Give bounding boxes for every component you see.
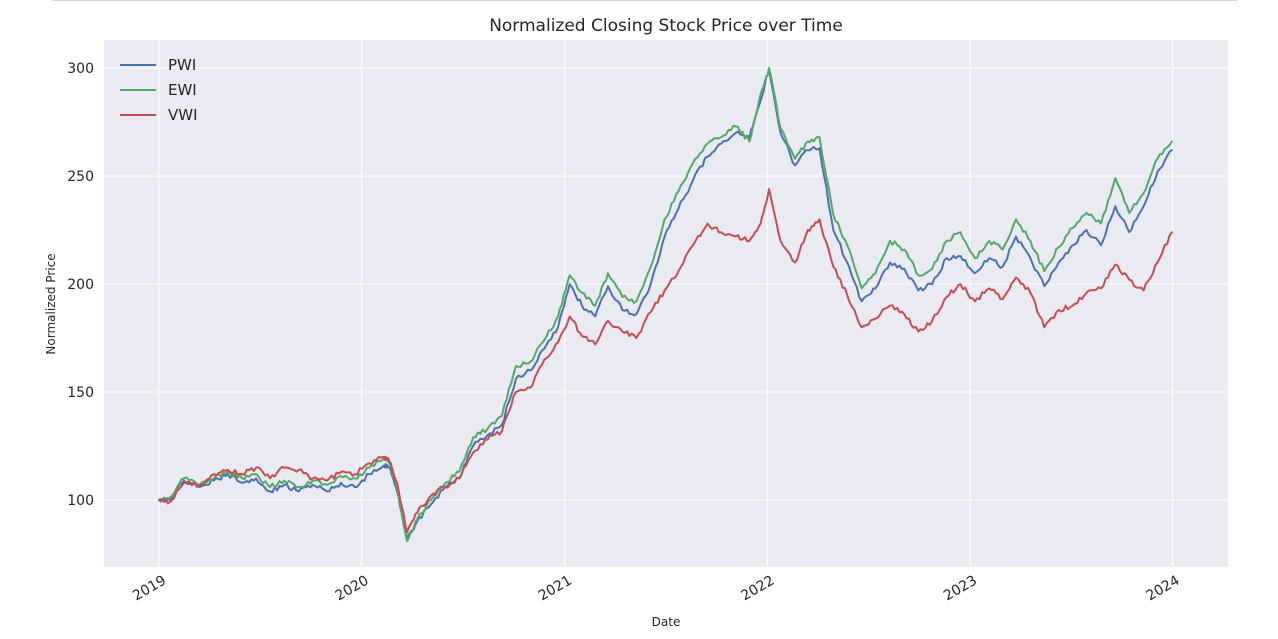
y-tick-label: 100: [67, 493, 94, 509]
y-tick-label: 150: [67, 385, 94, 401]
legend-label-pwi: PWI: [168, 56, 196, 74]
grid: [104, 40, 1228, 567]
series-line-ewi: [158, 67, 1173, 543]
legend-label-ewi: EWI: [168, 81, 197, 99]
x-tick-label: 2023: [941, 573, 980, 605]
series-line-pwi: [158, 67, 1173, 540]
plot-background: [104, 40, 1228, 567]
x-axis-label: Date: [652, 615, 681, 629]
y-axis-label: Normalized Price: [44, 253, 58, 354]
legend-label-vwi: VWI: [168, 106, 198, 124]
y-tick-label: 300: [67, 61, 94, 77]
top-rule: [52, 0, 1238, 1]
chart-title: Normalized Closing Stock Price over Time: [489, 16, 843, 36]
x-tick-label: 2024: [1144, 573, 1183, 605]
series-lines: [158, 67, 1173, 543]
x-tick-label: 2020: [333, 573, 372, 605]
y-tick-label: 200: [67, 277, 94, 293]
x-tick-label: 2019: [130, 573, 169, 605]
x-tick-label: 2022: [738, 573, 777, 605]
x-tick-label: 2021: [536, 573, 575, 605]
legend: PWI EWI VWI: [120, 56, 198, 124]
plot-area: [104, 40, 1228, 567]
y-tick-label: 250: [67, 169, 94, 185]
series-line-vwi: [158, 188, 1173, 534]
